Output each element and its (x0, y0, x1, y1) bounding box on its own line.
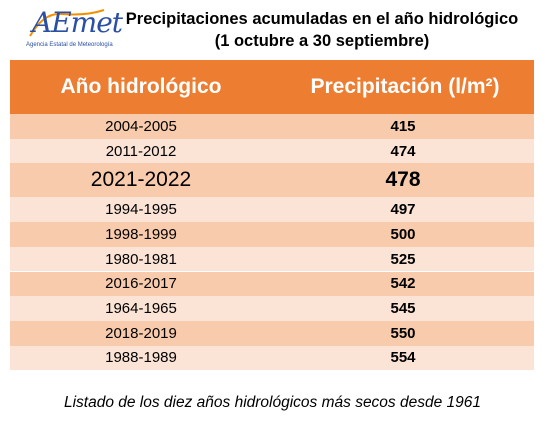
logo-wordmark: AEmet (32, 6, 123, 39)
cell-precipitation: 550 (390, 324, 416, 342)
table-caption: Listado de los diez años hidrológicos má… (63, 394, 482, 411)
cell-precipitation: 415 (390, 117, 416, 135)
table-row: 2011-2012 474 (10, 138, 534, 164)
cell-precipitation: 474 (390, 142, 416, 160)
cell-year: 1988-1989 (105, 349, 177, 367)
cell-year: 2021-2022 (90, 168, 192, 192)
cell-year: 2016-2017 (105, 275, 177, 293)
cell-precipitation: 525 (390, 250, 416, 268)
table-header: Año hidrológico Precipitación (l/m²) (10, 60, 534, 114)
table-row: 1994-1995 497 (10, 197, 534, 223)
cell-year: 1994-1995 (105, 201, 177, 219)
page-title: Precipitaciones acumuladas en el año hid… (112, 8, 532, 52)
table-row: 1980-1981 525 (10, 246, 534, 272)
table-row: 2018-2019 550 (10, 320, 534, 346)
precipitation-table: Año hidrológico Precipitación (l/m²) 200… (10, 60, 534, 386)
cell-precipitation: 500 (390, 225, 416, 243)
column-header-precipitation: Precipitación (l/m²) (310, 75, 500, 98)
cell-precipitation: 554 (390, 349, 416, 367)
table-row: 2004-2005 415 (10, 114, 534, 139)
cell-year: 2011-2012 (105, 142, 177, 160)
table-row: 2021-2022 478 (10, 163, 534, 198)
aemet-logo: AEmet Agencia Estatal de Meteorología (26, 8, 123, 54)
table-row: 1998-1999 500 (10, 222, 534, 247)
logo-subtitle: Agencia Estatal de Meteorología (26, 42, 113, 48)
title-line-1: Precipitaciones acumuladas en el año hid… (125, 10, 519, 28)
cell-precipitation: 542 (390, 275, 416, 293)
cell-precipitation: 478 (385, 168, 421, 192)
logo-swoosh-icon (29, 9, 105, 37)
cell-year: 1980-1981 (105, 250, 177, 268)
cell-precipitation: 497 (390, 201, 416, 219)
table-row: 1988-1989 554 (10, 345, 534, 371)
cell-year: 2004-2005 (105, 117, 177, 135)
title-line-2: (1 octubre a 30 septiembre) (214, 32, 430, 50)
cell-year: 1998-1999 (105, 225, 177, 243)
table-row: 2016-2017 542 (10, 271, 534, 297)
table-row: 1964-1965 545 (10, 296, 534, 321)
column-header-year: Año hidrológico (60, 75, 222, 98)
cell-precipitation: 545 (390, 300, 416, 318)
cell-year: 1964-1965 (105, 300, 177, 318)
cell-year: 2018-2019 (105, 324, 177, 342)
